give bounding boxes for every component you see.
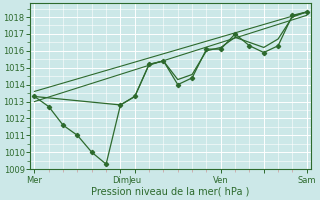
X-axis label: Pression niveau de la mer( hPa ): Pression niveau de la mer( hPa ) xyxy=(92,187,250,197)
